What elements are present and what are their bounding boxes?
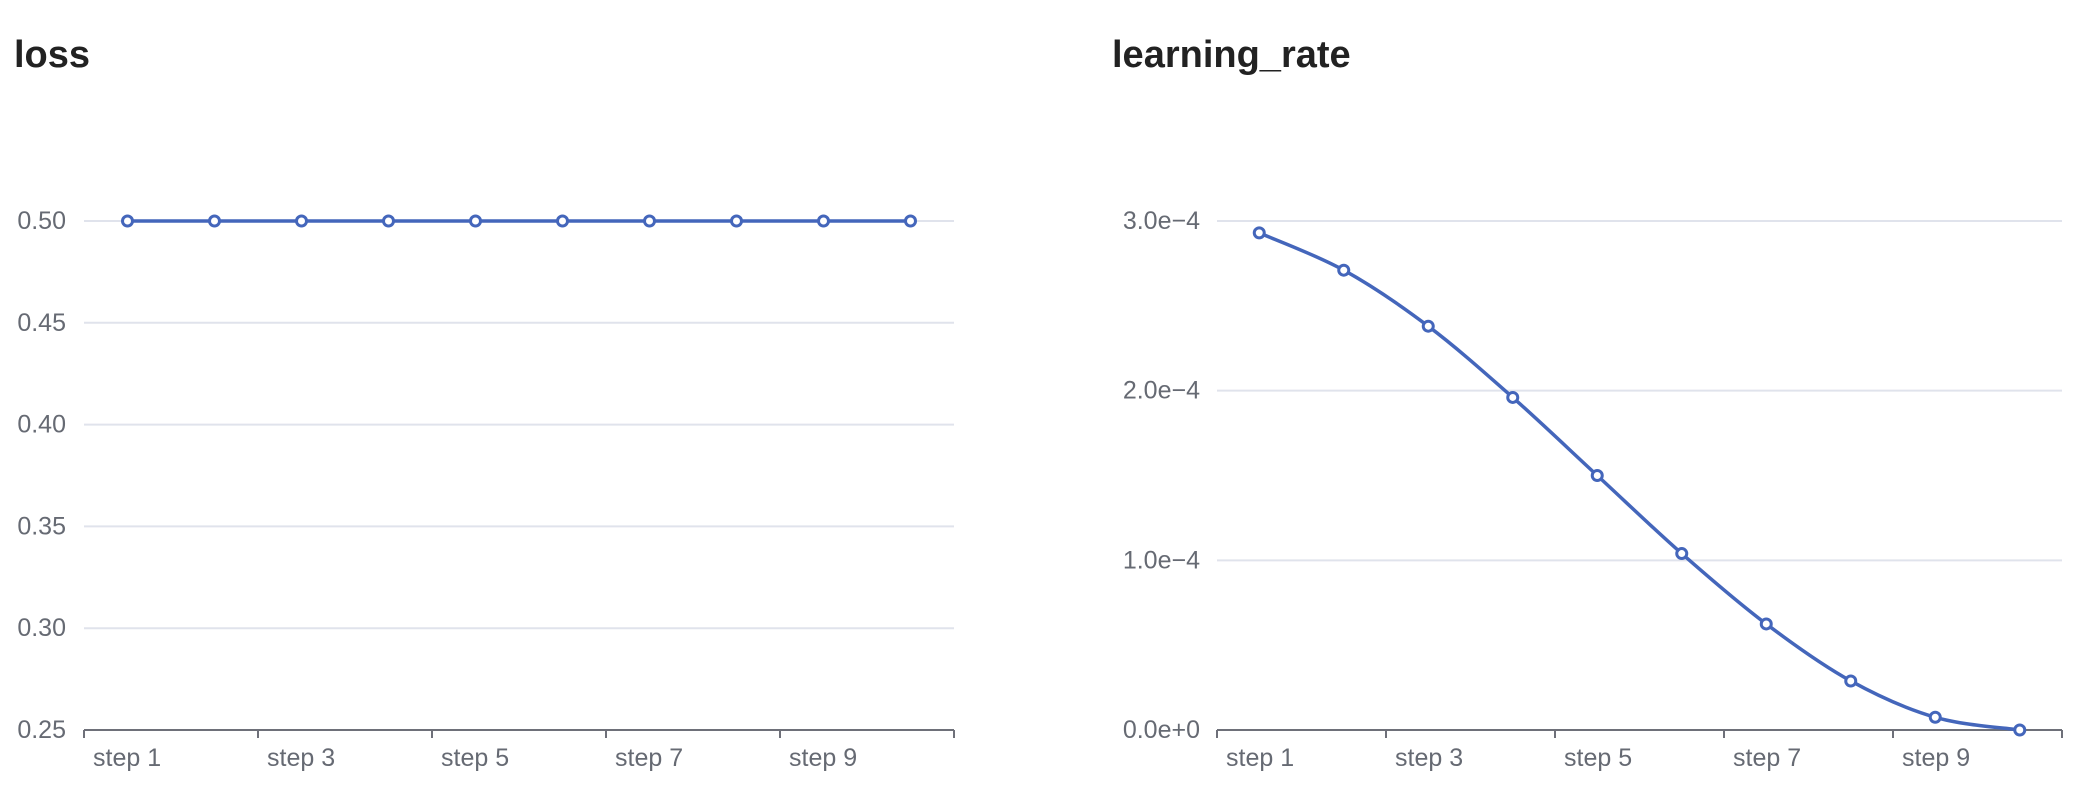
data-point (2013, 723, 2027, 737)
data-point (817, 214, 830, 228)
x-tick-label: step 7 (1733, 744, 1801, 772)
data-point (730, 214, 743, 228)
y-tick-label: 0.30 (17, 614, 66, 642)
y-tick-label: 0.25 (17, 716, 66, 744)
data-point (1590, 469, 1604, 482)
data-point (295, 214, 308, 228)
data-point (1928, 710, 1942, 724)
data-point (1844, 674, 1858, 688)
y-tick-label: 0.50 (17, 207, 66, 235)
data-point (469, 214, 482, 228)
data-point (382, 214, 395, 228)
data-point (121, 214, 134, 228)
data-point (904, 214, 917, 228)
learning-rate-chart-panel: learning_rate 0.0e+0 1.0e−4 2.0e−4 3.0e−4 st… (1100, 0, 2086, 792)
x-tick-label: step 3 (267, 744, 335, 772)
x-tick-label: step 5 (1564, 744, 1632, 772)
data-point (1252, 226, 1266, 240)
x-tick-label: step 9 (1902, 744, 1970, 772)
y-tick-label: 1.0e−4 (1123, 546, 1200, 574)
data-point (643, 214, 656, 228)
x-tick-label: step 7 (615, 744, 683, 772)
x-tick-label: step 3 (1395, 744, 1463, 772)
data-point (1506, 390, 1520, 404)
series-line (1258, 231, 2021, 732)
data-point (208, 214, 221, 228)
learning-rate-chart: 0.0e+0 1.0e−4 2.0e−4 3.0e−4 step 1 step 3 step… (1123, 207, 2063, 772)
y-tick-label: 2.0e−4 (1123, 377, 1200, 405)
data-point (556, 214, 569, 228)
y-tick-label: 0.0e+0 (1123, 716, 1200, 744)
data-point (1421, 319, 1435, 333)
loss-chart-panel: loss 0.25 0.30 0.35 0.40 0.45 0.50 step 1 step … (0, 0, 1040, 792)
y-tick-label: 0.40 (17, 411, 66, 439)
data-point (1337, 263, 1351, 277)
x-tick-label: step 1 (1226, 744, 1294, 772)
x-tick-label: step 5 (441, 744, 509, 772)
chart-title: learning_rate (1112, 34, 1351, 76)
y-tick-label: 0.35 (17, 512, 66, 540)
x-tick-label: step 1 (93, 744, 161, 772)
data-point (1759, 617, 1773, 631)
data-point (1675, 547, 1689, 561)
loss-chart: 0.25 0.30 0.35 0.40 0.45 0.50 step 1 step 3 step… (17, 207, 955, 772)
y-tick-label: 0.45 (17, 309, 66, 337)
y-tick-label: 3.0e−4 (1123, 207, 1200, 235)
x-tick-label: step 9 (789, 744, 857, 772)
chart-title: loss (14, 34, 91, 76)
